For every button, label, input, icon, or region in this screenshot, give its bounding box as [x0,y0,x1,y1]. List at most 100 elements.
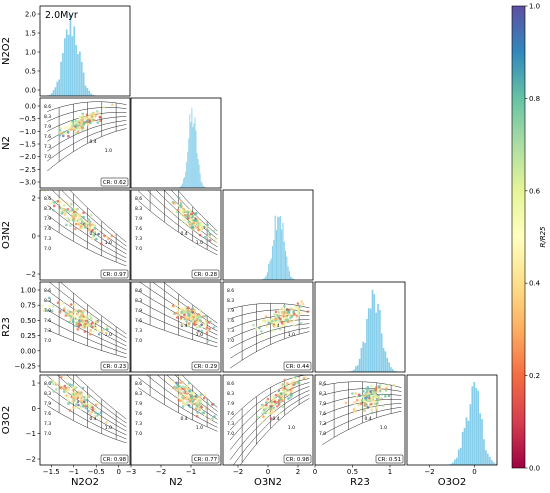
data-point [196,223,199,226]
data-point [208,239,212,242]
data-point [202,315,205,318]
data-point [63,212,67,215]
data-point [45,309,49,313]
data-point [277,401,280,404]
data-point [97,112,101,115]
grid-label: 8.3 [319,391,326,397]
data-point [87,218,91,221]
y-axis-label: N2O2 [1,37,12,65]
histogram-bar [380,333,383,372]
data-point [188,389,191,393]
data-point [85,396,88,400]
data-point [183,386,187,389]
colorbar-tick-label: 0.2 [529,372,540,380]
data-point [75,208,78,211]
grid-label: 7.3 [135,328,142,334]
data-point [274,321,277,325]
data-point [206,402,210,406]
data-point [176,304,180,308]
data-point [379,387,382,391]
data-point [181,405,185,408]
data-point [65,125,68,129]
data-point [52,380,56,384]
histogram-bar [455,457,458,465]
data-point [51,200,55,204]
grid-label: 0.4 [181,323,188,329]
data-point [55,382,58,385]
data-point [176,313,180,317]
data-point [74,227,77,231]
data-point [351,392,354,395]
data-point [105,235,109,238]
data-point [285,318,289,322]
model-grid [47,282,127,359]
data-point [287,397,290,400]
data-point [70,315,73,319]
data-point [103,234,106,238]
data-point [74,400,78,403]
y-tick-label: −1.5 [19,141,36,149]
data-point [186,318,189,321]
scatter-panel-r23-vs-n2: 8.6 8.3 7.9 7.6 7.3 7.0 0.4 1.0 [135,282,218,348]
data-point [105,421,108,424]
model-grid-line [47,120,127,152]
data-point [283,378,286,382]
data-point [269,412,273,415]
data-point [80,326,84,329]
data-point [187,306,190,310]
data-point [296,302,300,305]
data-point [179,399,182,403]
grid-label: 1.0 [196,240,203,246]
grid-label: 8.3 [44,206,51,212]
axes-frame [314,281,406,373]
histogram-bar [467,420,470,465]
data-point [77,213,81,216]
x-axis-label: N2O2 [71,477,99,488]
data-point [204,319,208,323]
histogram-bar [287,266,289,280]
data-point [194,226,198,229]
histogram-bar [50,93,53,96]
grid-label: 0.4 [181,416,188,422]
data-point [91,113,94,116]
grid-label: 1.0 [196,332,203,338]
model-grid-line [51,190,127,251]
model-grid-line [233,394,310,465]
cr-box [191,361,220,371]
data-point [184,222,187,225]
data-point [271,329,274,333]
data-point [83,398,86,402]
data-point [182,390,186,394]
histogram-n2o2 [47,14,96,96]
scatter-panel-o3o2-vs-r23: 8.6 8.3 7.9 7.6 7.3 7.0 0.4 1.0 [319,381,402,446]
cr-box [100,361,129,371]
data-point [269,407,273,411]
x-tick-label: −3 [126,468,136,476]
histogram-bar [286,256,288,280]
histogram-bar [52,90,55,96]
data-point [263,410,266,413]
data-point [373,391,376,395]
x-tick-label: 0 [313,468,317,476]
x-tick-label: −1 [69,468,79,476]
data-point [362,390,365,393]
data-point [199,315,203,319]
histogram-bar [264,277,266,280]
data-point [59,210,63,214]
histogram-bar [183,178,185,188]
data-point [53,204,56,208]
grid-label: 8.3 [227,391,234,397]
histogram-bar [465,417,468,465]
data-point [282,391,285,395]
data-point [48,296,51,300]
data-point [384,394,387,398]
axes-frame [39,97,131,189]
grid-label: 0.4 [90,139,97,145]
data-point [282,398,285,402]
axes-frame [130,97,222,189]
data-point [76,314,80,317]
data-point [66,402,70,406]
data-point [72,310,76,314]
histogram-bar [486,453,489,465]
histogram-bar [265,275,267,280]
